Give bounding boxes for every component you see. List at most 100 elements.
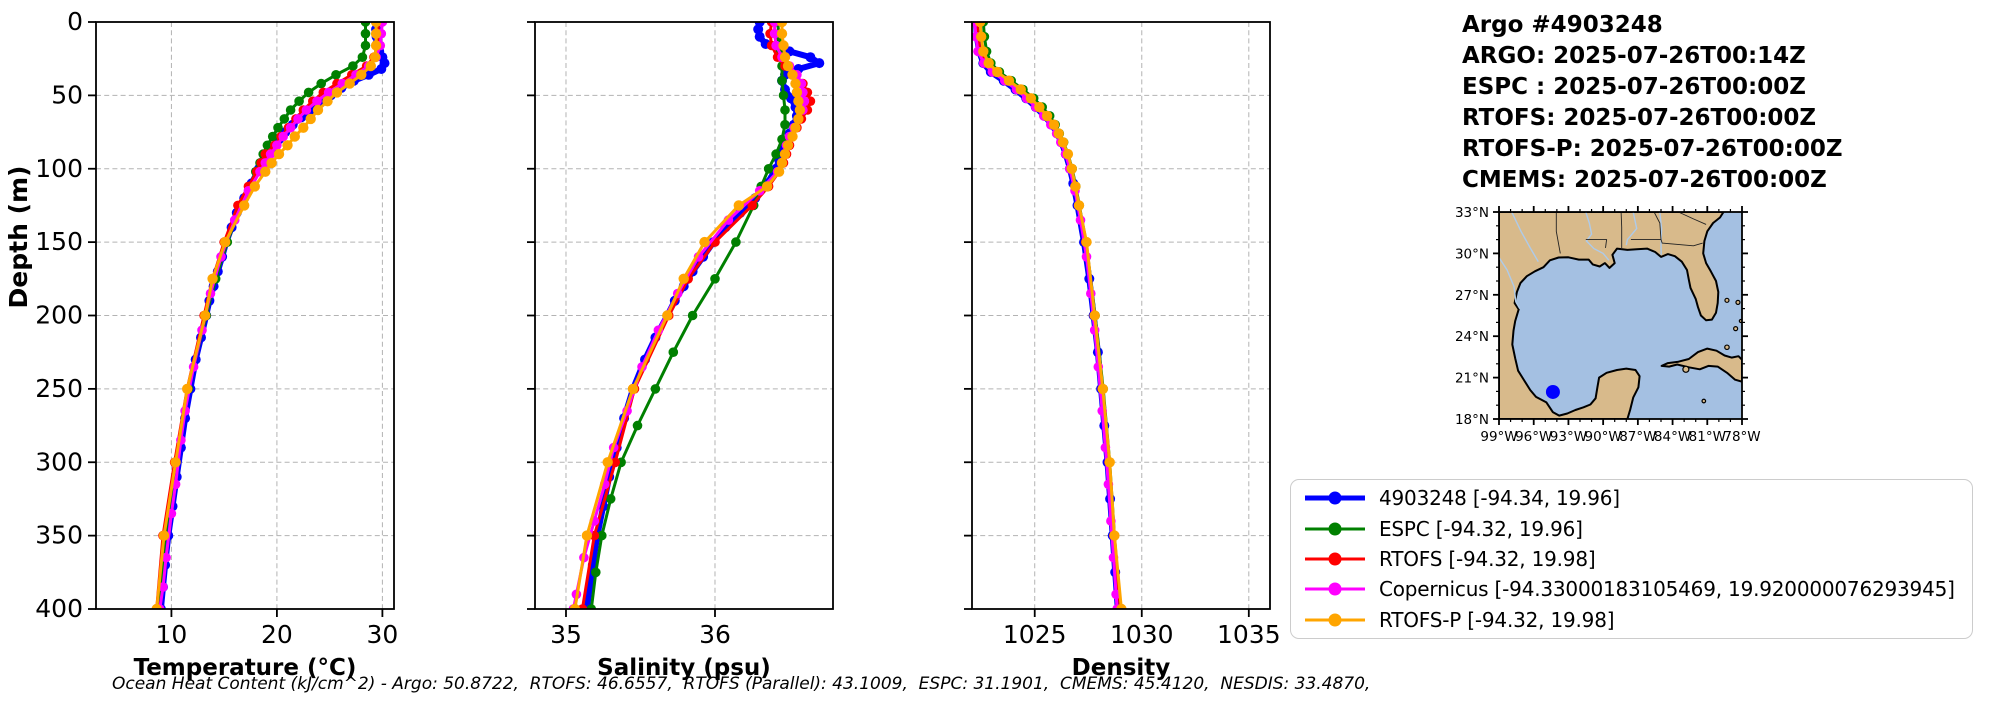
- series-marker-RTOFS-P: [1062, 148, 1074, 160]
- series-marker-RTOFS-P: [1104, 457, 1115, 468]
- series-marker-RTOFS-P: [370, 40, 382, 51]
- x-tick-label: 30: [366, 620, 398, 649]
- series-marker-RTOFS: [577, 604, 588, 609]
- series-marker-RTOFS-P: [793, 113, 804, 125]
- series-marker-ESPC: [294, 96, 304, 106]
- map-lon-label: 96°W: [1515, 429, 1552, 445]
- legend-entry-label: Copernicus [-94.33000183105469, 19.92000…: [1379, 577, 1955, 602]
- series-marker-RTOFS: [747, 200, 757, 211]
- series-marker-ESPC: [632, 420, 643, 431]
- map-lon-label: 87°W: [1619, 429, 1656, 445]
- x-tick-label: 36: [699, 620, 731, 649]
- map-land-group: [1499, 212, 1742, 419]
- series-marker-RTOFS: [610, 457, 620, 468]
- series-marker-ESPC: [650, 384, 661, 394]
- legend-entry: Copernicus [-94.33000183105469, 19.92000…: [1303, 574, 1966, 604]
- series-marker-RTOFS-P: [151, 603, 162, 609]
- series-marker-Copernicus: [293, 114, 303, 124]
- series-marker-RTOFS-P: [1057, 137, 1069, 148]
- series-marker-RTOFS-P: [1109, 530, 1120, 541]
- map-river: [1511, 212, 1539, 263]
- series-marker-RTOFS-P: [782, 60, 794, 72]
- series-marker-RTOFS-P: [978, 46, 989, 57]
- series-marker-RTOFS-P: [776, 22, 788, 28]
- series-marker-ESPC: [778, 90, 789, 101]
- series-marker-RTOFS-P: [782, 140, 794, 151]
- map-island: [1735, 299, 1741, 305]
- series-marker-RTOFS-P: [1003, 75, 1015, 86]
- series-marker-ESPC: [731, 237, 741, 247]
- series-marker-RTOFS-P: [239, 200, 250, 211]
- title-line: RTOFS-P: 2025-07-26T00:00Z: [1462, 136, 1843, 162]
- y-tick-label: 50: [51, 80, 83, 109]
- series-marker-RTOFS-P: [1048, 119, 1060, 130]
- series-marker-4903248: [805, 52, 816, 63]
- map-lat-label: 27°N: [1455, 288, 1489, 304]
- map-state-border: [1678, 212, 1707, 225]
- series-marker-RTOFS-P: [790, 122, 801, 133]
- series-marker-RTOFS-P: [305, 113, 316, 125]
- series-marker-RTOFS-P: [365, 60, 376, 72]
- series-marker-RTOFS-P: [1053, 128, 1064, 139]
- salinity-profile-panel: 35 36 Salinity (psu): [527, 21, 834, 681]
- series-marker-RTOFS-P: [370, 28, 382, 39]
- series-marker-4903248: [753, 24, 764, 35]
- map-lat-label: 30°N: [1455, 246, 1489, 262]
- series-marker-RTOFS-P: [776, 28, 788, 39]
- legend-line-marker-icon: [1305, 522, 1365, 536]
- series-marker-RTOFS-P: [779, 52, 791, 63]
- map-river: [1499, 257, 1521, 309]
- legend-entry: 4903248 [-94.34, 19.96]: [1303, 483, 1966, 513]
- series-marker-ESPC: [780, 105, 790, 115]
- series-group: [151, 22, 390, 609]
- series-marker-Copernicus: [272, 140, 282, 151]
- map-lat-label: 24°N: [1455, 329, 1489, 345]
- legend-marker-dot: [1328, 552, 1342, 566]
- x-tick-label: 1025: [1003, 620, 1067, 649]
- legend-line-marker-icon: [1305, 491, 1365, 505]
- series-marker-RTOFS-P: [678, 273, 689, 284]
- series-marker-RTOFS-P: [298, 122, 309, 133]
- map-lon-label: 93°W: [1550, 429, 1587, 445]
- series-marker-RTOFS-P: [158, 530, 170, 541]
- title-block: Argo #4903248 ARGO: 2025-07-26T00:14Z ESPC…: [1462, 10, 1843, 196]
- legend-marker-dot: [1328, 491, 1342, 505]
- series-marker-ESPC: [262, 140, 273, 151]
- series-marker-Copernicus: [285, 122, 296, 133]
- series-marker-RTOFS-P: [289, 131, 300, 142]
- series-marker-RTOFS-P: [207, 273, 218, 284]
- series-group: [972, 22, 1127, 609]
- series-marker-RTOFS-P: [602, 457, 613, 468]
- series-marker-ESPC: [710, 274, 720, 284]
- series-marker-RTOFS-P: [776, 157, 788, 169]
- map-island: [1701, 398, 1707, 404]
- series-marker-RTOFS-P: [662, 310, 673, 321]
- series-marker-RTOFS-P: [1081, 236, 1092, 248]
- map-state-border: [1555, 212, 1561, 254]
- map-float-position-marker: [1545, 384, 1560, 399]
- temperature-profile-panel: 10 20 30050100150200250300350400Temperatur…: [4, 7, 398, 681]
- x-tick-label: 35: [550, 620, 582, 649]
- y-tick-label: 0: [67, 7, 83, 36]
- series-marker-ESPC: [285, 105, 296, 115]
- series-marker-RTOFS-P: [1025, 93, 1037, 104]
- series-marker-RTOFS-P: [1116, 603, 1127, 609]
- series-marker-ESPC: [273, 122, 283, 133]
- y-tick-label: 300: [35, 447, 83, 476]
- y-tick-label: 400: [35, 594, 83, 623]
- legend-entry-label: RTOFS-P [-94.32, 19.98]: [1379, 607, 1615, 632]
- series-marker-ESPC: [331, 70, 341, 80]
- title-line: RTOFS: 2025-07-26T00:00Z: [1462, 105, 1817, 131]
- map-state-border: [1653, 212, 1662, 240]
- series-marker-4903248: [814, 58, 825, 69]
- density-profile-panel: 1025 1030 1035 Density: [964, 21, 1281, 681]
- map-lat-label: 18°N: [1455, 412, 1489, 428]
- series-marker-RTOFS-P: [733, 200, 744, 211]
- series-marker-ESPC: [668, 347, 679, 358]
- legend-entry-label: 4903248 [-94.34, 19.96]: [1379, 486, 1620, 511]
- map-river: [1625, 212, 1638, 246]
- series-marker-Copernicus: [771, 40, 781, 51]
- map-lon-label: 90°W: [1585, 429, 1622, 445]
